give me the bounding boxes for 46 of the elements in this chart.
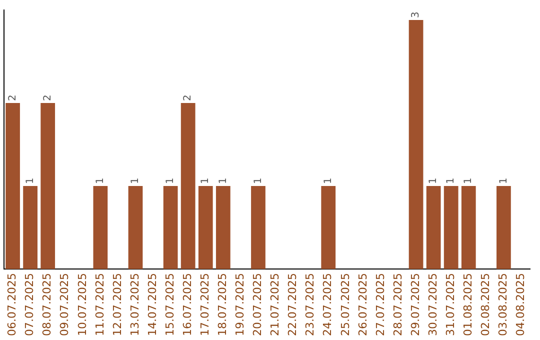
x-tick-label: 28.07.2025 xyxy=(391,273,404,336)
x-tick-label: 01.08.2025 xyxy=(461,273,474,336)
x-tick-label: 20.07.2025 xyxy=(251,273,264,336)
x-tick-label: 31.07.2025 xyxy=(444,273,457,336)
data-label: 1 xyxy=(165,178,176,184)
data-label: 2 xyxy=(42,94,54,101)
data-label: 1 xyxy=(218,178,229,184)
x-tick-label: 21.07.2025 xyxy=(268,273,282,336)
data-label: 3 xyxy=(410,12,422,18)
x-tick-label: 03.08.2025 xyxy=(496,273,510,336)
data-label: 1 xyxy=(95,178,106,184)
data-label: 1 xyxy=(498,178,510,184)
x-tick-label: 26.07.2025 xyxy=(356,273,370,336)
x-tick-label: 25.07.2025 xyxy=(338,273,352,336)
x-tick-label: 17.07.2025 xyxy=(198,273,212,336)
data-label: 1 xyxy=(428,178,440,184)
data-label: 1 xyxy=(322,178,334,184)
x-tick-label: 29.07.2025 xyxy=(408,273,422,336)
x-tick-label: 07.07.2025 xyxy=(23,273,36,336)
x-tick-label: 15.07.2025 xyxy=(163,273,176,336)
x-tick-label: 23.07.2025 xyxy=(304,273,317,336)
x-tick-label: 27.07.2025 xyxy=(374,273,387,336)
data-label: 2 xyxy=(182,94,194,101)
x-tick-label: 22.07.2025 xyxy=(286,273,300,336)
x-tick-label: 13.07.2025 xyxy=(128,273,142,336)
data-label: 1 xyxy=(463,178,474,184)
data-label: 2 xyxy=(7,94,18,101)
x-tick-label: 14.07.2025 xyxy=(146,273,159,336)
x-tick-label: 30.07.2025 xyxy=(426,273,440,336)
x-tick-label: 11.07.2025 xyxy=(93,273,106,336)
data-label: 1 xyxy=(200,178,212,184)
x-tick-label: 02.08.2025 xyxy=(479,273,492,336)
x-tick-label: 18.07.2025 xyxy=(216,273,230,336)
x-tick-label: 10.07.2025 xyxy=(76,273,89,336)
x-tick-label: 16.07.2025 xyxy=(180,273,194,336)
data-label: 1 xyxy=(130,178,142,184)
x-tick-label: 12.07.2025 xyxy=(110,273,124,336)
x-tick-label: 06.07.2025 xyxy=(6,273,19,336)
x-tick-label: 04.08.2025 xyxy=(514,273,528,336)
x-tick-label: 09.07.2025 xyxy=(58,273,72,336)
data-label: 1 xyxy=(252,178,264,184)
data-label: 1 xyxy=(446,178,457,184)
x-tick-label: 08.07.2025 xyxy=(40,273,54,336)
x-tick-label: 19.07.2025 xyxy=(234,273,247,336)
data-label: 1 xyxy=(24,178,36,184)
x-tick-label: 24.07.2025 xyxy=(321,273,334,336)
